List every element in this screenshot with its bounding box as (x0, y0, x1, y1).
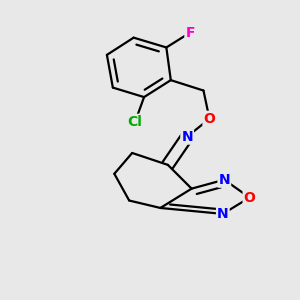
Text: N: N (218, 173, 230, 187)
Text: N: N (217, 207, 229, 221)
Text: F: F (185, 26, 195, 40)
Text: N: N (181, 130, 193, 144)
Text: Cl: Cl (128, 115, 142, 129)
Text: O: O (203, 112, 215, 126)
Text: O: O (244, 190, 256, 205)
